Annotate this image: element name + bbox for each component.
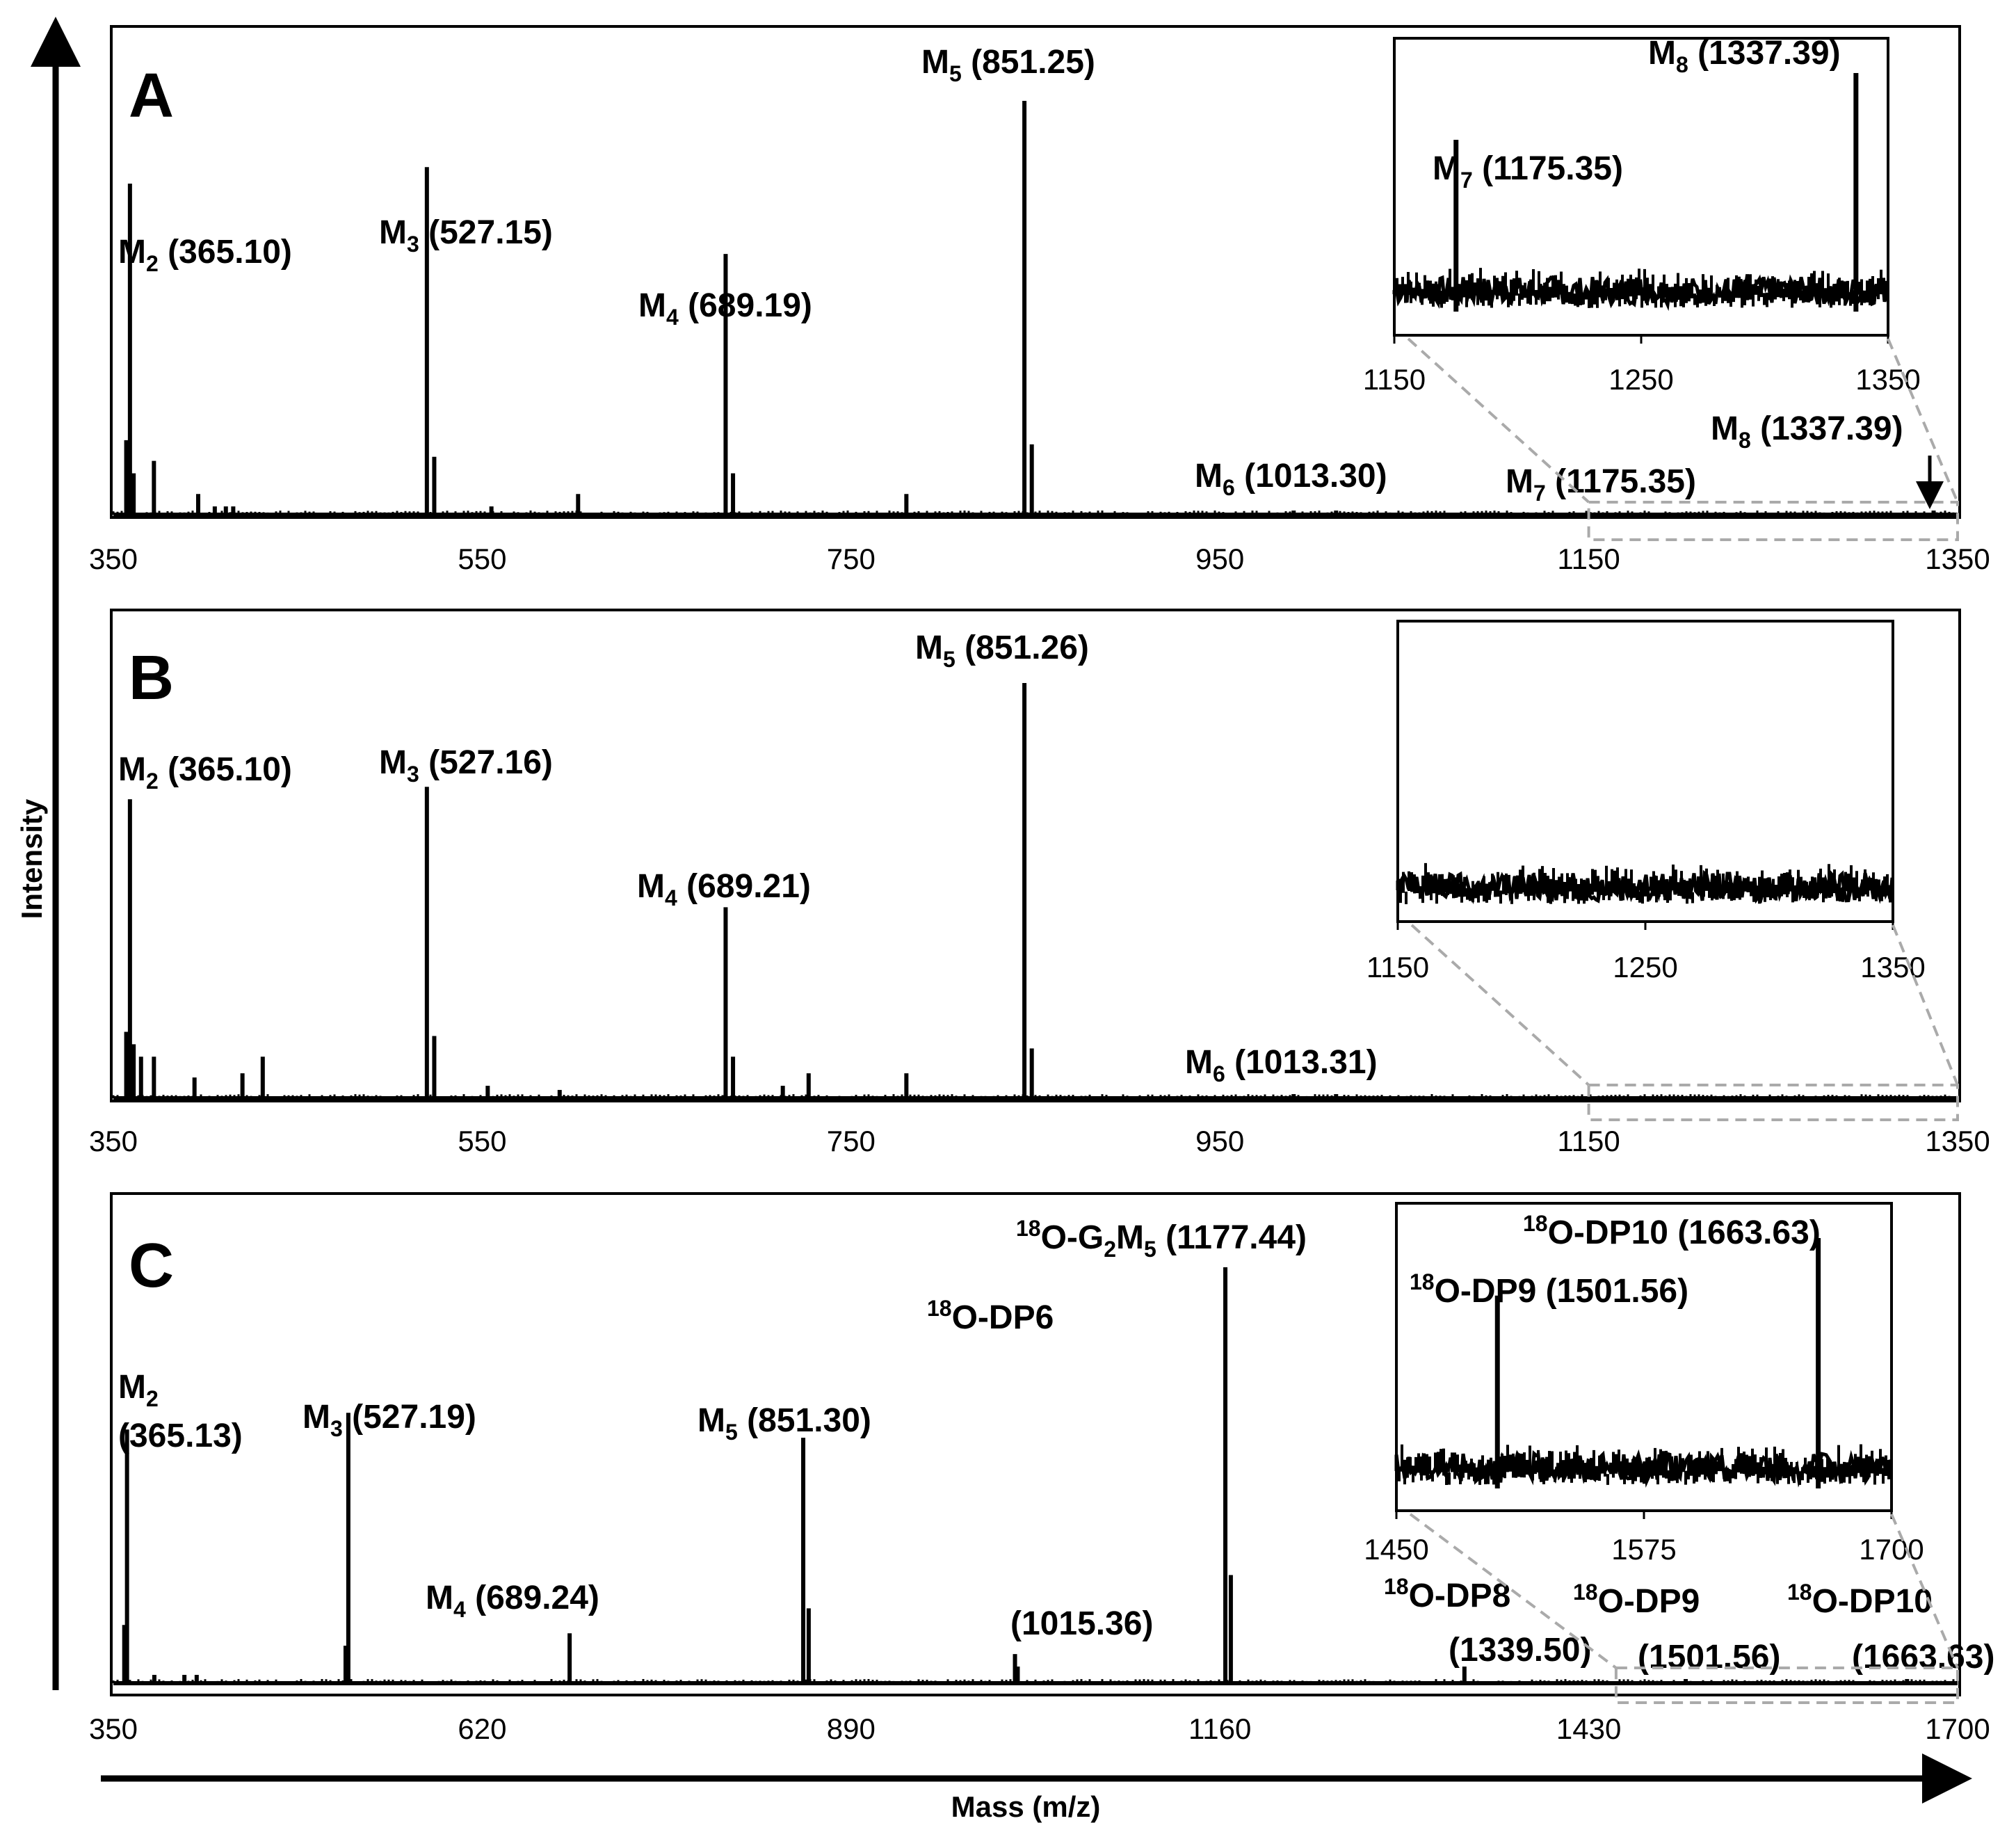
peak-label: M4 (689.21) (637, 868, 811, 910)
x-tick-label: 350 (89, 543, 138, 575)
inset-tick-label: 1150 (1363, 363, 1426, 396)
peak-label: M4 (689.24) (426, 1580, 599, 1622)
peak-label: M2 (365.10) (118, 751, 292, 794)
peak-label: M2 (118, 1369, 159, 1411)
peak-label-mz: (1663.63) (1852, 1639, 1994, 1676)
x-tick-label: 750 (827, 543, 876, 575)
zoom-connector (1409, 1513, 1618, 1669)
inset-zoom-panel-b: 1150 1250 1350 (1366, 620, 1926, 983)
peak-label: 18O-DP9 (1573, 1580, 1700, 1620)
inset-tick-label: 1250 (1608, 363, 1673, 396)
panel-a: 350 550 750 950 1150 1350 M2 (365.10) M3 (527.1… (89, 35, 1990, 575)
zoom-connector (1887, 338, 1959, 503)
peak-label: M2 (365.10) (118, 234, 292, 276)
x-tick-label: 750 (827, 1125, 876, 1157)
zoom-region (1614, 1667, 1960, 1704)
x-tick-label: 550 (458, 543, 506, 575)
inset-tick-label: 1575 (1611, 1533, 1676, 1566)
x-tick-label: 1150 (1557, 543, 1620, 575)
inset-tick-label: 1150 (1366, 951, 1429, 983)
zoom-connector (1890, 1513, 1959, 1669)
zoom-connector (1892, 924, 1959, 1086)
panel-b-frame (110, 609, 1961, 1102)
x-tick-label: 350 (89, 1125, 138, 1157)
panel-label-a: A (129, 61, 174, 131)
x-tick-label: 1700 (1925, 1712, 1990, 1745)
x-tick-label: 350 (89, 1712, 138, 1745)
x-tick-label: 1350 (1925, 543, 1990, 575)
peak-label: 18O-DP10 (1787, 1580, 1933, 1620)
peak-label: M5 (851.26) (915, 629, 1089, 672)
peak-label: M4 (689.19) (638, 287, 812, 330)
peak-label: 18O-G2M5 (1177.44) (1016, 1216, 1307, 1262)
inset-noise (1395, 1444, 1893, 1485)
zoom-region (1587, 501, 1960, 541)
peak-label: M6 (1013.31) (1185, 1044, 1378, 1086)
inset-tick-label: 1450 (1364, 1533, 1428, 1566)
peak-label-mz: (1015.36) (1010, 1605, 1153, 1642)
panel-b: 350 550 750 950 1150 1350 M2 (365.10) M3 (527.1… (89, 620, 1990, 1157)
peak-label: 18O-DP8 (1384, 1574, 1510, 1614)
x-tick-label: 1350 (1925, 1125, 1990, 1157)
panel-label-c: C (129, 1231, 174, 1301)
inset-tick-label: 1700 (1859, 1533, 1924, 1566)
peak-label: M3 (527.16) (379, 744, 553, 787)
peak-label: M3 (527.19) (303, 1399, 476, 1441)
inset-frame (1395, 1202, 1893, 1512)
zoom-region (1587, 1084, 1960, 1121)
panel-label-b: B (129, 643, 174, 713)
inset-peak-label: M7 (1175.35) (1433, 150, 1623, 193)
peak-label-mz: (365.13) (118, 1418, 243, 1454)
peak-label: 18O-DP6 (927, 1296, 1054, 1336)
y-axis-title: Intensity (15, 798, 48, 919)
x-tick-label: 1160 (1188, 1712, 1251, 1745)
inset-frame (1396, 620, 1894, 923)
spectra-layer: 350 550 750 950 1150 1350 M2 (365.10) M3 (527.1… (89, 35, 1995, 1745)
inset-tick-label: 1250 (1613, 951, 1677, 983)
x-tick-label: 550 (458, 1125, 506, 1157)
x-tick-label: 950 (1195, 543, 1244, 575)
x-tick-label: 890 (827, 1712, 876, 1745)
panel-a-frame (110, 25, 1961, 519)
x-tick-label: 950 (1195, 1125, 1244, 1157)
zoom-connector (1407, 337, 1590, 504)
peak-label: M3 (527.15) (379, 214, 553, 257)
peak-label-mz: (1339.50) (1449, 1632, 1591, 1669)
inset-peak-label: 18O-DP9 (1501.56) (1410, 1269, 1688, 1310)
peak-label-mz: (1501.56) (1638, 1639, 1780, 1676)
peak-label: M5 (851.25) (921, 44, 1095, 86)
x-tick-label: 1430 (1556, 1712, 1621, 1745)
inset-zoom-panel-c: 1450 1575 1700 18O-DP9 (1501.56) 18O-DP10 (1… (1364, 1202, 1924, 1566)
zoom-connector (1410, 924, 1590, 1086)
peak-label: M8 (1337.39) (1711, 410, 1903, 453)
x-tick-label: 1150 (1557, 1125, 1620, 1157)
peak-label: M5 (851.30) (697, 1402, 871, 1445)
inset-peak-label: 18O-DP10 (1663.63) (1523, 1211, 1821, 1251)
panel-c: 350 620 890 1160 1430 1700 M2 (365.13) M3 (527.1… (89, 1202, 1994, 1745)
inset-peak-label: M8 (1337.39) (1648, 35, 1841, 77)
panel-c-frame (110, 1192, 1961, 1696)
peak-label: M6 (1013.30) (1195, 458, 1387, 500)
peak-label: M7 (1175.35) (1506, 463, 1696, 506)
x-axis-title: Mass (m/z) (951, 1790, 1101, 1823)
inset-noise (1393, 268, 1888, 308)
inset-noise (1396, 862, 1894, 904)
x-tick-label: 620 (458, 1712, 506, 1745)
